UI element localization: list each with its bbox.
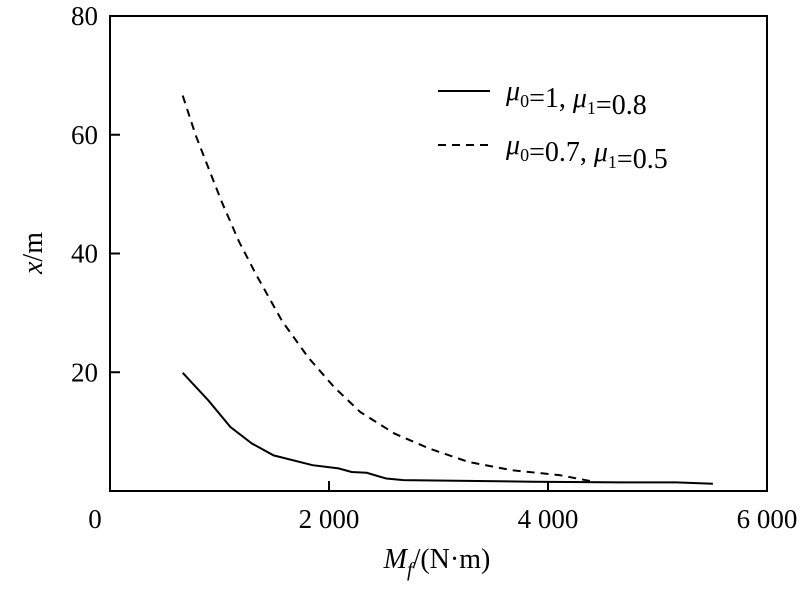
- series-line-2: [181, 95, 595, 483]
- y-tick-labels: 20 40 60 80: [71, 1, 98, 387]
- x-tick-label: 2 000: [299, 504, 360, 534]
- x-tick-label: 6 000: [737, 504, 798, 534]
- x-tick-label: 0: [88, 504, 102, 534]
- legend: μ0=1, μ1=0.8 μ0=0.7, μ1=0.5: [438, 76, 668, 175]
- plot-frame: [109, 15, 768, 492]
- x-axis-label: Mf/(N·m): [383, 544, 491, 581]
- x-tick-labels: 0 2 000 4 000 6 000: [88, 504, 797, 534]
- tick-marks: [110, 133, 549, 491]
- y-tick-label: 20: [71, 357, 98, 387]
- legend-label: μ0=1, μ1=0.8: [505, 76, 647, 121]
- legend-label: μ0=0.7, μ1=0.5: [505, 130, 668, 175]
- y-tick-label: 60: [71, 120, 98, 150]
- series-lines: [181, 95, 713, 485]
- y-axis-label: x/m: [18, 232, 49, 275]
- y-tick-label: 80: [71, 1, 98, 31]
- x-tick-label: 4 000: [518, 504, 579, 534]
- y-tick-label: 40: [71, 239, 98, 269]
- series-line-1: [181, 372, 713, 485]
